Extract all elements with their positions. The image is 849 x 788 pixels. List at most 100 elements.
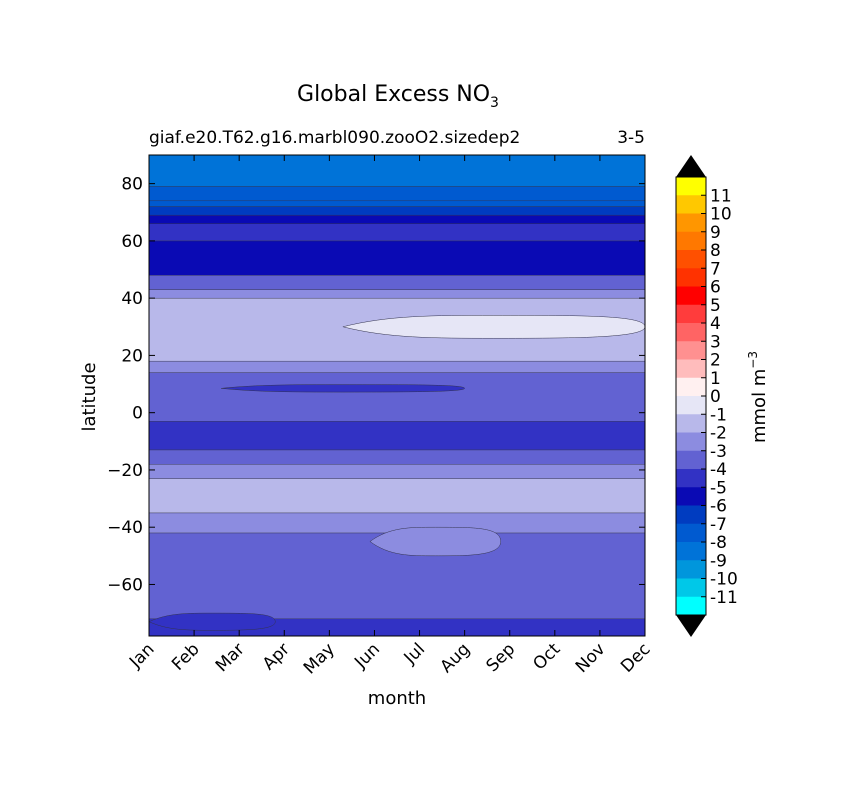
colorbar-tick-label: -8 — [710, 533, 727, 553]
colorbar-bin — [676, 487, 706, 506]
chart-subtitle-left: giaf.e20.T62.g16.marbl090.zooO2.sizedep2 — [149, 128, 520, 148]
colorbar-label: mmol m−3 — [746, 351, 770, 443]
contour-band — [148, 421, 646, 451]
colorbar-bin — [676, 396, 706, 415]
colorbar-bin — [676, 341, 706, 360]
colorbar-tick-label: -3 — [710, 442, 727, 462]
colorbar-tick-label: 3 — [710, 332, 721, 352]
x-tick-label: Apr — [259, 639, 294, 674]
colorbar-bin — [676, 195, 706, 214]
contour-band — [148, 372, 646, 422]
colorbar-tick-label: 0 — [710, 387, 721, 407]
colorbar-label-superscript: −3 — [746, 351, 760, 369]
contour-band — [148, 275, 646, 290]
colorbar-bin — [676, 432, 706, 452]
colorbar-bin — [676, 414, 706, 433]
y-axis-label: latitude — [79, 362, 100, 431]
contour-band — [148, 449, 646, 465]
colorbar-tick-label: -11 — [710, 588, 738, 608]
colorbar-tick-label: -2 — [710, 424, 727, 444]
contour-band — [148, 360, 646, 373]
plot-frame — [148, 154, 646, 637]
contour-north-subtropical-min — [342, 315, 646, 339]
x-tick-label: Jan — [125, 639, 158, 672]
chart-title: Global Excess NO3 — [297, 82, 499, 111]
contour-band — [148, 464, 646, 479]
colorbar-bin — [676, 177, 706, 196]
x-tick-label: Feb — [168, 639, 203, 674]
colorbar-tick-label: 8 — [710, 241, 721, 261]
x-tick-label: May — [300, 639, 339, 678]
y-tick-label: 80 — [121, 175, 143, 195]
colorbar-extend-bottom — [676, 615, 706, 637]
contour-band — [148, 478, 646, 514]
y-tick-label: −40 — [107, 518, 143, 538]
colorbar-bin — [676, 505, 706, 525]
colorbar-tick-label: -5 — [710, 478, 727, 498]
colorbar-extend-top — [676, 155, 706, 177]
x-tick-label: Oct — [529, 639, 564, 674]
contour-band — [148, 200, 646, 207]
colorbar-bin — [676, 359, 706, 379]
colorbar-tick-label: -6 — [710, 497, 727, 517]
y-tick-label: 0 — [132, 404, 143, 424]
colorbar-bin — [676, 542, 706, 561]
contour-band — [148, 240, 646, 276]
colorbar-bin — [676, 231, 706, 251]
colorbar-tick-label: -1 — [710, 405, 727, 425]
contour-southern-tongue — [369, 526, 501, 557]
colorbar-tick-label: 7 — [710, 259, 721, 279]
colorbar-bin — [676, 213, 706, 233]
colorbar-tick-label: -4 — [710, 460, 727, 480]
x-tick-label: Mar — [212, 639, 249, 676]
colorbar-tick-label: -7 — [710, 515, 727, 535]
y-axis: 80 60 40 20 0 −20 −40 −60 — [107, 175, 645, 595]
contour-band — [148, 289, 646, 299]
contour-band — [148, 214, 646, 224]
y-tick-label: 40 — [121, 289, 143, 309]
y-tick-label: 60 — [121, 232, 143, 252]
colorbar-bin — [676, 523, 706, 543]
contour-band — [148, 154, 646, 187]
colorbar-bin — [676, 450, 706, 470]
colorbar-bin — [676, 469, 706, 488]
contour-band — [148, 206, 646, 216]
x-tick-label: Aug — [437, 639, 475, 677]
y-tick-label: −60 — [107, 575, 143, 595]
colorbar-tick-label: 6 — [710, 278, 721, 298]
x-tick-label: Sep — [482, 639, 519, 676]
x-tick-label: Dec — [617, 639, 654, 676]
colorbar-tick-label: 1 — [710, 369, 721, 389]
x-tick-label: Nov — [572, 639, 610, 677]
x-axis-label: month — [368, 688, 426, 709]
colorbar-bin — [676, 560, 706, 579]
contour-band — [148, 186, 646, 202]
colorbar-bin — [676, 377, 706, 397]
colorbar-bin — [676, 323, 706, 342]
colorbar-bin — [676, 596, 706, 616]
colorbar-tick-label: 2 — [710, 351, 721, 371]
contour-antarctic-patch — [148, 612, 276, 631]
y-tick-label: 20 — [121, 346, 143, 366]
chart-subtitle-right: 3-5 — [617, 128, 645, 148]
x-tick-label: Jul — [400, 639, 429, 668]
colorbar-tick-label: 11 — [710, 186, 732, 206]
colorbar-bin — [676, 250, 706, 269]
colorbar-bin — [676, 286, 706, 306]
x-tick-label: Jun — [350, 639, 384, 673]
colorbar-tick-label: 4 — [710, 314, 721, 334]
colorbar-bin — [676, 304, 706, 324]
colorbar-bin — [676, 578, 706, 598]
colorbar-tick-label: 5 — [710, 296, 721, 316]
colorbar-tick-label: -9 — [710, 551, 727, 571]
contour-band — [148, 223, 646, 242]
chart-title-subscript: 3 — [490, 95, 499, 111]
contour-equatorial-band — [221, 384, 465, 393]
colorbar-bin — [676, 268, 706, 287]
plot-area — [148, 154, 646, 637]
colorbar-tick-label: 9 — [710, 223, 721, 243]
colorbar-tick-label: -10 — [710, 570, 738, 590]
y-tick-label: −20 — [107, 461, 143, 481]
